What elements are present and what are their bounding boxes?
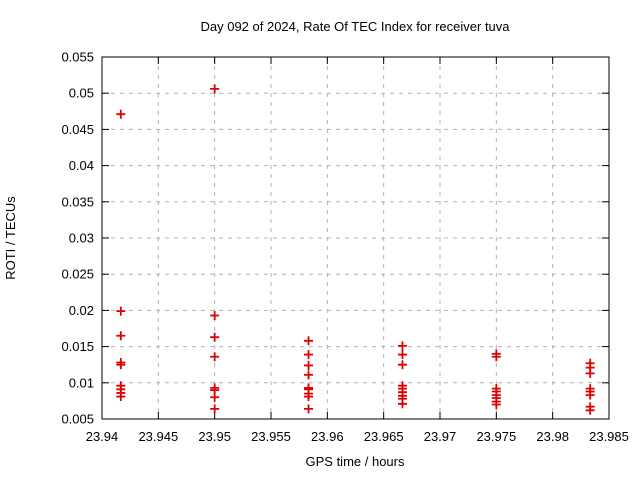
data-point-marker	[116, 306, 126, 316]
data-point-marker	[397, 341, 407, 351]
data-point-marker	[210, 310, 220, 320]
y-tick-label: 0.055	[61, 50, 94, 65]
y-tick-label: 0.025	[61, 267, 94, 282]
data-point-marker	[210, 392, 220, 402]
y-tick-label: 0.01	[69, 375, 94, 390]
data-point-marker	[397, 399, 407, 409]
y-tick-label: 0.015	[61, 339, 94, 354]
data-point-marker	[304, 370, 314, 380]
x-tick-label: 23.975	[476, 429, 516, 444]
y-tick-label: 0.045	[61, 122, 94, 137]
data-point-marker	[397, 350, 407, 360]
plot-border	[101, 56, 610, 420]
x-tick-label: 23.98	[536, 429, 569, 444]
x-tick-label: 23.95	[198, 429, 231, 444]
y-tick-label: 0.02	[69, 303, 94, 318]
y-tick-label: 0.035	[61, 194, 94, 209]
x-tick-label: 23.955	[251, 429, 291, 444]
tick-label-layer: 23.94 23.945 23.95 23.955 23.96 23.965 23.97 23…	[61, 50, 628, 445]
data-point-marker	[491, 352, 501, 362]
data-point-marker	[304, 404, 314, 414]
data-points-layer	[116, 84, 595, 415]
data-point-marker	[585, 405, 595, 415]
grid-layer	[102, 57, 609, 419]
data-point-marker	[491, 400, 501, 410]
data-point-marker	[210, 84, 220, 94]
data-point-marker	[585, 390, 595, 400]
data-point-marker	[304, 336, 314, 346]
x-tick-label: 23.96	[311, 429, 344, 444]
data-point-marker	[585, 368, 595, 378]
data-point-marker	[304, 360, 314, 370]
data-point-marker	[210, 332, 220, 342]
y-axis-label: ROTI / TECUs	[3, 196, 18, 280]
data-point-marker	[397, 360, 407, 370]
y-tick-label: 0.005	[61, 412, 94, 427]
x-tick-label: 23.97	[424, 429, 457, 444]
y-tick-label: 0.04	[69, 158, 94, 173]
data-point-marker	[116, 331, 126, 341]
y-tick-label: 0.03	[69, 231, 94, 246]
data-point-marker	[116, 360, 126, 370]
chart-title: Day 092 of 2024, Rate Of TEC Index for r…	[200, 19, 510, 34]
data-point-marker	[304, 392, 314, 402]
x-tick-label: 23.945	[138, 429, 178, 444]
data-point-marker	[304, 350, 314, 360]
x-tick-label: 23.965	[364, 429, 404, 444]
data-point-marker	[210, 404, 220, 414]
data-point-marker	[210, 352, 220, 362]
data-point-marker	[116, 109, 126, 119]
x-axis-label: GPS time / hours	[306, 454, 405, 469]
x-tick-label: 23.985	[589, 429, 629, 444]
y-tick-label: 0.05	[69, 86, 94, 101]
x-tick-label: 23.94	[86, 429, 119, 444]
data-point-marker	[116, 392, 126, 402]
